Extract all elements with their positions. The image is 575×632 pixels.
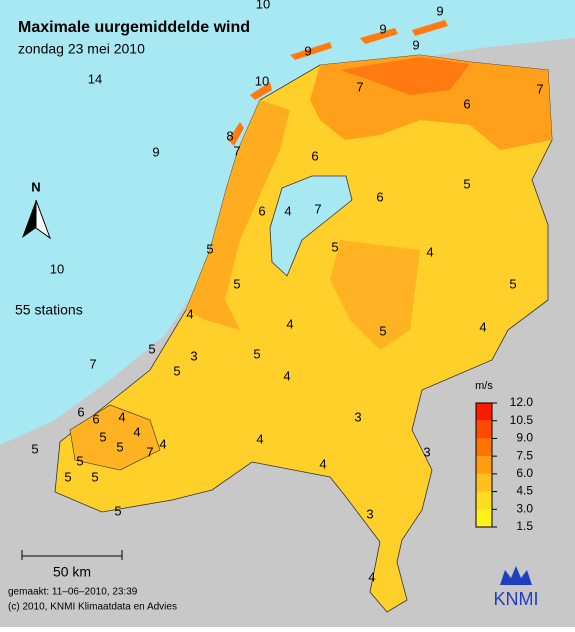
station-value: 4 (286, 316, 293, 331)
station-value: 14 (88, 71, 102, 86)
station-value: 4 (159, 436, 166, 451)
legend-tick-label: 3.0 (516, 501, 533, 515)
legend-tick-label: 7.5 (516, 448, 533, 462)
station-value: 9 (379, 21, 386, 36)
legend-band (476, 509, 492, 527)
legend-tick-label: 1.5 (516, 519, 533, 533)
station-value: 7 (89, 356, 96, 371)
station-value: 3 (366, 506, 373, 521)
zeeland (69, 404, 161, 471)
station-value: 5 (116, 439, 123, 454)
copyright: (c) 2010, KNMI Klimaatdata en Advies (8, 602, 177, 613)
station-value: 3 (190, 348, 197, 363)
station-value: 4 (283, 368, 290, 383)
legend-tick-label: 10.5 (510, 413, 534, 427)
station-value: 9 (412, 37, 419, 52)
station-value: 5 (114, 503, 121, 518)
station-value: 4 (368, 569, 375, 584)
station-value: 3 (354, 409, 361, 424)
station-value: 5 (253, 346, 260, 361)
lake (269, 175, 353, 277)
station-value: 6 (376, 189, 383, 204)
sea (0, 0, 575, 445)
legend-frame (475, 402, 493, 528)
island (228, 122, 244, 146)
logo: KNMI (494, 589, 539, 609)
station-value: 5 (463, 176, 470, 191)
legend-tick-label: 12.0 (510, 395, 534, 409)
station-value: 10 (256, 0, 270, 11)
subtitle: zondag 23 mei 2010 (18, 41, 145, 57)
station-value: 4 (284, 203, 291, 218)
center-orange-zone (330, 240, 420, 350)
legend-band (476, 456, 492, 474)
station-value: 4 (319, 456, 326, 471)
west-orange-zone (186, 100, 290, 330)
station-value: 10 (255, 73, 269, 88)
station-value: 7 (233, 143, 240, 158)
station-value: 5 (509, 276, 516, 291)
station-value: 7 (356, 79, 363, 94)
station-value: 6 (258, 203, 265, 218)
island (250, 82, 272, 100)
station-value: 9 (152, 144, 159, 159)
station-value: 5 (173, 363, 180, 378)
north-label: N (31, 179, 40, 194)
legend-band (476, 420, 492, 439)
station-value: 3 (423, 444, 430, 459)
station-value: 7 (146, 444, 153, 459)
island (290, 42, 332, 60)
station-value: 5 (331, 239, 338, 254)
station-value: 4 (256, 431, 263, 446)
station-value: 5 (233, 276, 240, 291)
station-value: 5 (148, 341, 155, 356)
legend-tick-label: 4.5 (516, 484, 533, 498)
station-value: 8 (226, 128, 233, 143)
island (412, 20, 448, 36)
station-value: 6 (463, 96, 470, 111)
legend-tick-label: 9.0 (516, 431, 533, 445)
station-value: 7 (314, 201, 321, 216)
north-arrow (22, 200, 36, 238)
station-value: 7 (536, 81, 543, 96)
legend-unit: m/s (475, 380, 493, 392)
legend-band (476, 403, 492, 421)
station-value: 5 (76, 453, 83, 468)
station-value: 5 (64, 469, 71, 484)
station-value: 9 (436, 3, 443, 18)
station-value: 10 (50, 261, 64, 276)
station-value: 4 (426, 244, 433, 259)
station-value: 5 (31, 441, 38, 456)
station-value: 4 (133, 424, 140, 439)
station-value: 6 (77, 404, 84, 419)
station-value: 5 (99, 429, 106, 444)
title: Maximale uurgemiddelde wind (18, 19, 250, 36)
station-value: 6 (92, 411, 99, 426)
legend-tick-label: 6.0 (516, 466, 533, 480)
station-value: 5 (206, 241, 213, 256)
logo-crown (500, 566, 532, 585)
scale-label: 50 km (53, 564, 91, 580)
station-value: 9 (304, 43, 311, 58)
dark-orange-zone (340, 57, 470, 95)
legend-band (476, 473, 492, 492)
island (360, 28, 398, 44)
legend-band (476, 438, 492, 457)
station-value: 5 (379, 323, 386, 338)
station-value: 4 (479, 319, 486, 334)
station-count: 55 stations (15, 302, 83, 318)
north-arrow (35, 199, 52, 240)
made-date: gemaakt: 11–06–2010, 23:39 (8, 587, 138, 598)
station-value: 4 (186, 306, 193, 321)
station-value: 6 (311, 148, 318, 163)
station-value: 4 (118, 409, 125, 424)
legend-band (476, 491, 492, 510)
station-value: 5 (91, 469, 98, 484)
